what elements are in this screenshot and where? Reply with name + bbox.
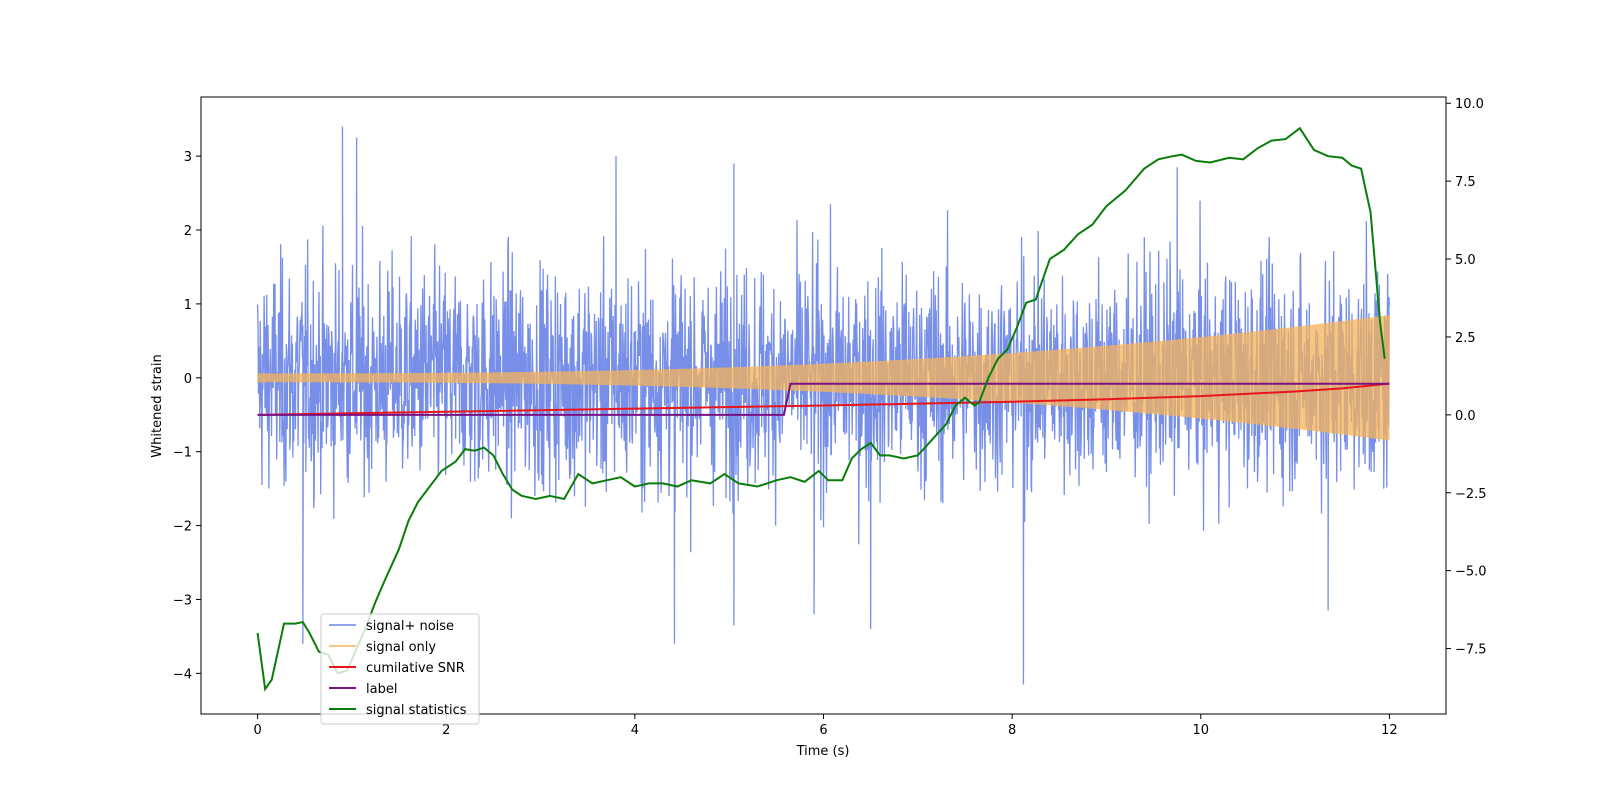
y2-tick-label: −2.5 bbox=[1455, 487, 1487, 502]
x-tick-label: 6 bbox=[819, 723, 827, 738]
x-tick-label: 12 bbox=[1381, 723, 1398, 738]
x-tick-label: 10 bbox=[1192, 723, 1209, 738]
legend-frame bbox=[320, 613, 480, 725]
x-tick-label: 8 bbox=[1008, 723, 1016, 738]
y2-tick-label: 10.0 bbox=[1455, 97, 1484, 112]
y-tick-label: −3 bbox=[173, 593, 192, 608]
y2-tick-label: 5.0 bbox=[1455, 253, 1476, 268]
series-signal-statistics-line bbox=[256, 126, 1386, 692]
y-axis-left: −4 −3 −2 −1 0 1 2 3 bbox=[173, 150, 201, 682]
y-axis-title: Whitened strain bbox=[150, 354, 165, 457]
y-tick-label: −1 bbox=[173, 446, 192, 461]
y-tick-label: −4 bbox=[173, 667, 192, 682]
y2-tick-label: 7.5 bbox=[1455, 175, 1476, 190]
series-cumulative-snr-line bbox=[257, 382, 1390, 416]
x-axis-title: Time (s) bbox=[796, 744, 850, 759]
y-tick-label: 0 bbox=[184, 372, 192, 387]
x-axis: 0 2 4 6 8 10 12 bbox=[253, 714, 1398, 738]
legend-entry-signal-noise-label: signal+ noise bbox=[366, 619, 454, 634]
legend-entry-signal-only-label: signal only bbox=[366, 640, 436, 655]
y2-tick-label: 0.0 bbox=[1455, 409, 1476, 424]
series-layer bbox=[256, 126, 1391, 692]
y-axis-right: −7.5 −5.0 −2.5 0.0 2.5 5.0 7.5 10.0 bbox=[1446, 97, 1487, 658]
y-tick-label: 3 bbox=[184, 150, 192, 165]
x-tick-label: 2 bbox=[442, 723, 450, 738]
legend-entry-cumulative-snr-label: cumilative SNR bbox=[366, 661, 465, 676]
y-tick-label: 1 bbox=[184, 298, 192, 313]
y-tick-label: −2 bbox=[173, 520, 192, 535]
y2-tick-label: −5.0 bbox=[1455, 565, 1487, 580]
legend-entry-label-label: label bbox=[366, 682, 397, 697]
x-tick-label: 0 bbox=[253, 723, 261, 738]
y-tick-label: 2 bbox=[184, 224, 192, 239]
series-signal-noise-line bbox=[256, 126, 1391, 685]
series-label-line bbox=[257, 382, 1390, 416]
y2-tick-label: 2.5 bbox=[1455, 331, 1476, 346]
y2-tick-label: −7.5 bbox=[1455, 643, 1487, 658]
series-signal-only-line bbox=[256, 314, 1391, 441]
x-tick-label: 4 bbox=[631, 723, 639, 738]
legend-entry-signal-statistics-label: signal statistics bbox=[366, 703, 467, 718]
legend: signal+ noise signal only cumilative SNR la… bbox=[320, 613, 480, 725]
